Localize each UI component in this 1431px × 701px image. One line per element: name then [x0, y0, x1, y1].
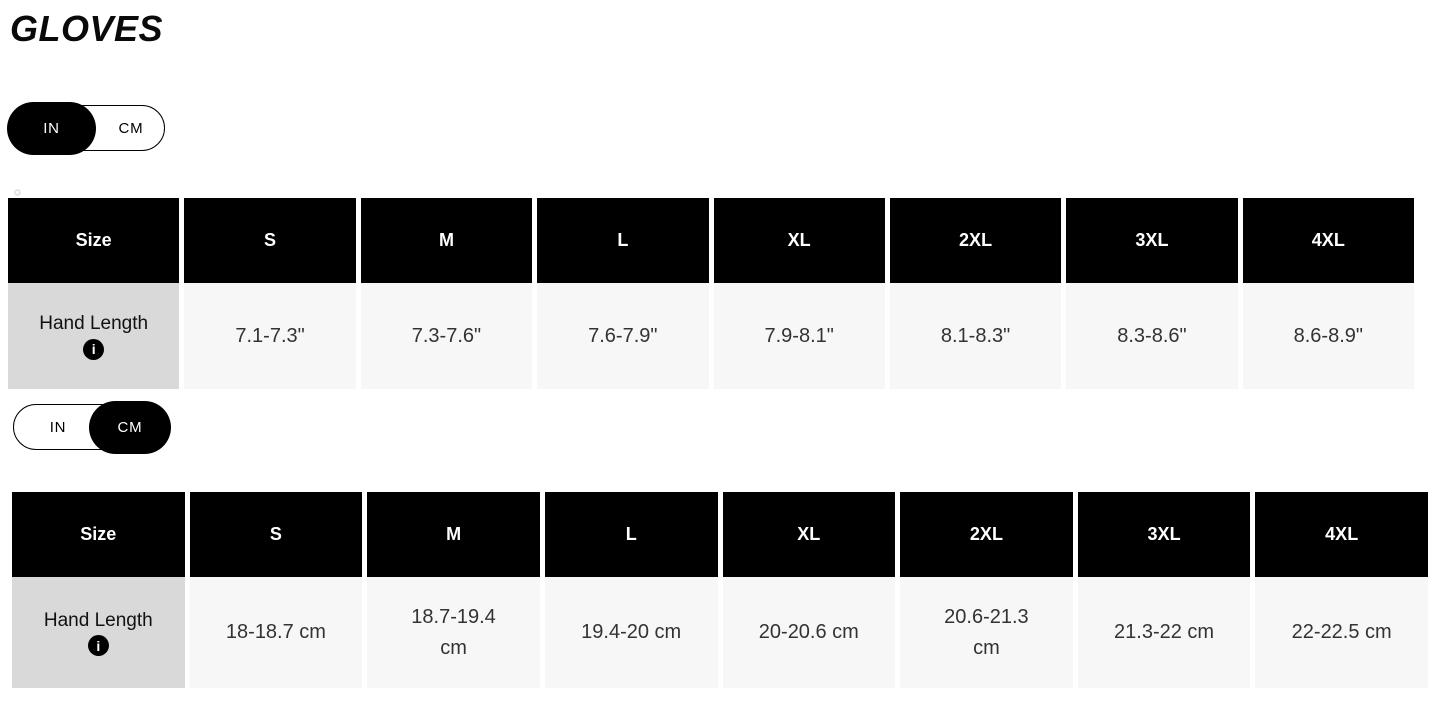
column-header: S [184, 198, 356, 283]
column-header: S [189, 492, 363, 577]
table-cell: 7.6-7.9" [537, 283, 709, 389]
table-cell: 19.4-20 cm [544, 577, 718, 688]
table-cell: 21.3-22 cm [1077, 577, 1251, 688]
column-header: Size [8, 198, 180, 283]
toggle-option-cm[interactable]: CM [118, 119, 144, 137]
table-cell: 7.9-8.1" [713, 283, 885, 389]
unit-toggle-inches[interactable]: IN CM [7, 102, 165, 155]
column-header: XL [722, 492, 896, 577]
table-cell: 18.7-19.4 cm [367, 577, 540, 688]
page-title: GLOVES [10, 8, 164, 49]
column-header: 4XL [1242, 198, 1414, 283]
column-header: Size [12, 492, 185, 577]
column-header: M [367, 492, 540, 577]
column-header: 3XL [1077, 492, 1251, 577]
table-cell: 7.3-7.6" [360, 283, 533, 389]
column-header: M [360, 198, 533, 283]
row-label-hand-length: Hand Length i [12, 577, 185, 688]
size-table-inches: Size S M L XL 2XL 3XL 4XL Hand Length i … [8, 198, 1414, 389]
toggle-option-in[interactable]: IN [7, 102, 96, 155]
table-cell: 7.1-7.3" [184, 283, 356, 389]
column-header: 4XL [1255, 492, 1428, 577]
column-header: 2XL [889, 198, 1062, 283]
toggle-option-cm[interactable]: CM [89, 401, 171, 454]
column-header: 3XL [1066, 198, 1238, 283]
table-cell: 20-20.6 cm [722, 577, 896, 688]
table-cell: 18-18.7 cm [189, 577, 363, 688]
carousel-dot-icon [14, 189, 21, 196]
unit-toggle-centimeters[interactable]: IN CM [13, 401, 171, 454]
size-table-centimeters: Size S M L XL 2XL 3XL 4XL Hand Length i … [12, 492, 1428, 688]
info-icon[interactable]: i [83, 338, 105, 360]
row-label-hand-length: Hand Length i [8, 283, 180, 389]
table-cell: 20.6-21.3 cm [900, 577, 1073, 688]
column-header: XL [713, 198, 885, 283]
row-label-text: Hand Length [43, 609, 153, 631]
table-cell: 22-22.5 cm [1255, 577, 1428, 688]
info-icon[interactable]: i [87, 635, 109, 657]
column-header: 2XL [900, 492, 1073, 577]
table-cell: 8.6-8.9" [1242, 283, 1414, 389]
column-header: L [544, 492, 718, 577]
table-cell: 8.3-8.6" [1066, 283, 1238, 389]
row-label-text: Hand Length [39, 313, 149, 335]
column-header: L [537, 198, 709, 283]
toggle-option-in[interactable]: IN [49, 418, 67, 436]
table-cell: 8.1-8.3" [889, 283, 1062, 389]
